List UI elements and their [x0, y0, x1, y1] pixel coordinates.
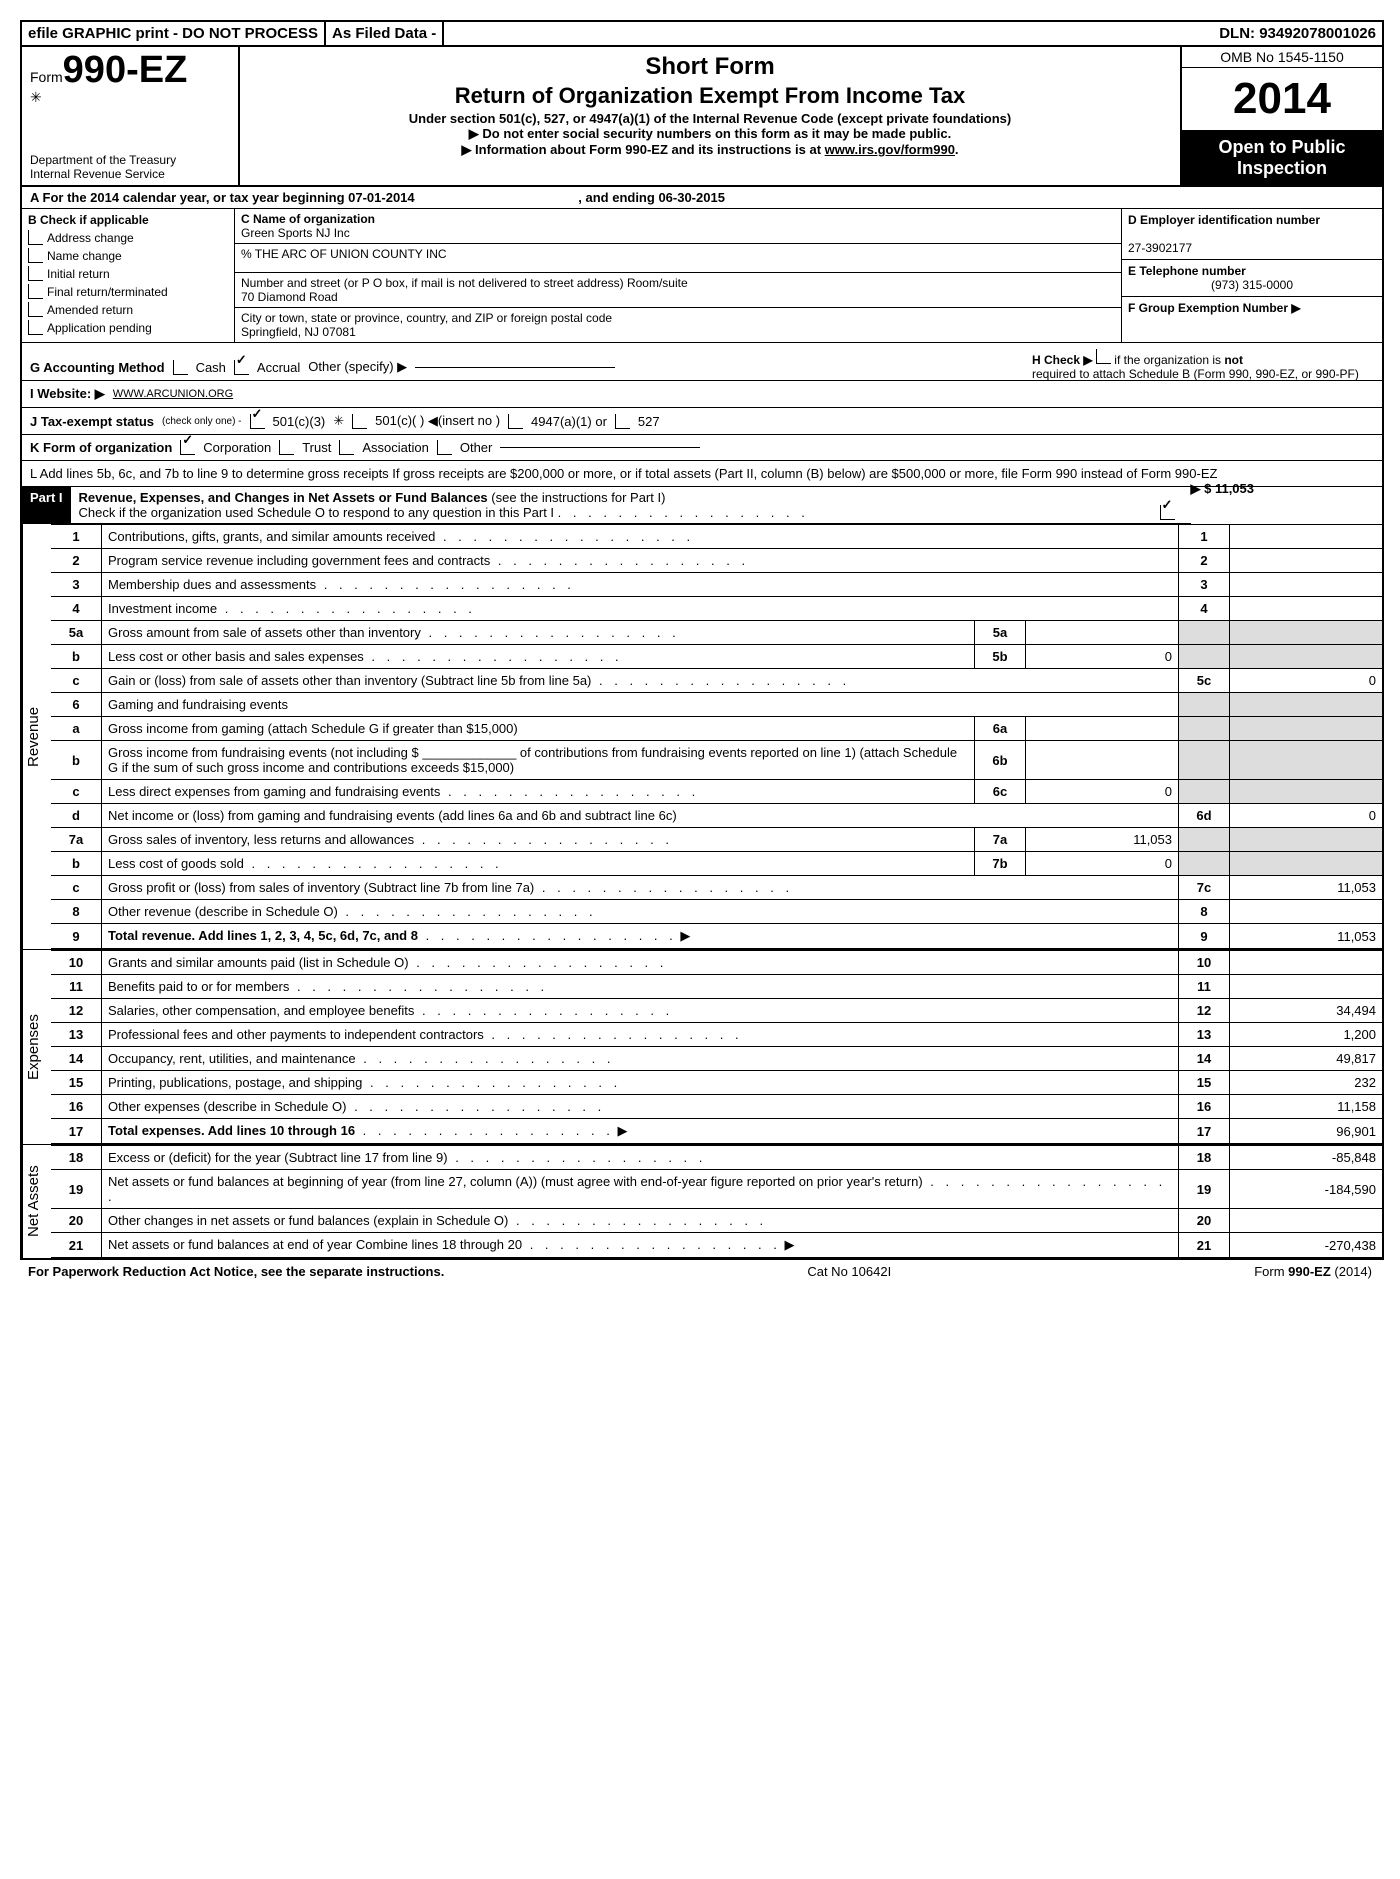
footer: For Paperwork Reduction Act Notice, see … — [20, 1260, 1380, 1283]
omb-number: OMB No 1545-1150 — [1182, 47, 1382, 68]
chk-527[interactable] — [615, 414, 630, 429]
phone: (973) 315-0000 — [1128, 278, 1376, 292]
tax-year: 2014 — [1182, 68, 1382, 131]
net-assets-section: Net Assets 18Excess or (deficit) for the… — [22, 1145, 1382, 1258]
header: Form990-EZ ✳ Department of the Treasury … — [22, 47, 1382, 187]
chk-amended[interactable] — [28, 302, 43, 317]
as-filed: As Filed Data - — [326, 22, 444, 45]
chk-cash[interactable] — [173, 360, 188, 375]
chk-final[interactable] — [28, 284, 43, 299]
ein: 27-3902177 — [1128, 241, 1192, 255]
chk-other-org[interactable] — [437, 440, 452, 455]
chk-501c3[interactable] — [250, 414, 265, 429]
open-public: Open to Public Inspection — [1182, 131, 1382, 185]
dept-irs: Internal Revenue Service — [30, 167, 230, 181]
part-1-header: Part I Revenue, Expenses, and Changes in… — [22, 487, 1191, 524]
subtitle-info: ▶ Information about Form 990-EZ and its … — [461, 142, 824, 157]
irs-link[interactable]: www.irs.gov/form990 — [825, 142, 955, 157]
header-right: OMB No 1545-1150 2014 Open to Public Ins… — [1180, 47, 1382, 185]
org-name: Green Sports NJ Inc — [241, 226, 350, 240]
form-990ez: efile GRAPHIC print - DO NOT PROCESS As … — [20, 20, 1384, 1260]
chk-application[interactable] — [28, 320, 43, 335]
title-short-form: Short Form — [250, 53, 1170, 81]
header-center: Short Form Return of Organization Exempt… — [240, 47, 1180, 185]
dept-treasury: Department of the Treasury — [30, 153, 230, 167]
form-number: 990-EZ — [63, 49, 188, 91]
chk-trust[interactable] — [279, 440, 294, 455]
subtitle-section: Under section 501(c), 527, or 4947(a)(1)… — [250, 111, 1170, 126]
col-b-checkboxes: B Check if applicable Address change Nam… — [22, 209, 235, 342]
col-de: D Employer identification number 27-3902… — [1121, 209, 1382, 342]
care-of: % THE ARC OF UNION COUNTY INC — [241, 247, 447, 261]
chk-initial[interactable] — [28, 266, 43, 281]
revenue-section: Revenue 1Contributions, gifts, grants, a… — [22, 524, 1382, 950]
subtitle-ssn: ▶ Do not enter social security numbers o… — [250, 126, 1170, 142]
street-address: 70 Diamond Road — [241, 290, 338, 304]
chk-h[interactable] — [1096, 349, 1111, 364]
city-state-zip: Springfield, NJ 07081 — [241, 325, 356, 339]
section-bcdef: B Check if applicable Address change Nam… — [22, 209, 1382, 343]
row-a-tax-year: A For the 2014 calendar year, or tax yea… — [22, 187, 1382, 209]
chk-accrual[interactable] — [234, 360, 249, 375]
chk-address[interactable] — [28, 230, 43, 245]
expenses-section: Expenses 10Grants and similar amounts pa… — [22, 950, 1382, 1145]
top-bar: efile GRAPHIC print - DO NOT PROCESS As … — [22, 22, 1382, 47]
chk-assoc[interactable] — [339, 440, 354, 455]
chk-501c[interactable] — [352, 414, 367, 429]
chk-4947[interactable] — [508, 414, 523, 429]
group-exemption: F Group Exemption Number ▶ — [1128, 301, 1301, 315]
form-prefix: Form — [30, 69, 63, 85]
chk-schedule-o[interactable] — [1160, 505, 1175, 520]
irs-logo-icon: ✳ — [30, 89, 230, 106]
title-return: Return of Organization Exempt From Incom… — [250, 83, 1170, 109]
chk-name[interactable] — [28, 248, 43, 263]
col-c-org-info: C Name of organization Green Sports NJ I… — [235, 209, 1121, 342]
website-link[interactable]: WWW.ARCUNION.ORG — [113, 388, 233, 400]
chk-corp[interactable] — [180, 440, 195, 455]
efile-notice: efile GRAPHIC print - DO NOT PROCESS — [22, 22, 326, 45]
gross-receipts: ▶ $ 11,053 — [1191, 481, 1255, 497]
header-left: Form990-EZ ✳ Department of the Treasury … — [22, 47, 240, 185]
dln: DLN: 93492078001026 — [1213, 22, 1382, 45]
h-schedule-b: H Check ▶ if the organization is not req… — [1032, 349, 1372, 381]
